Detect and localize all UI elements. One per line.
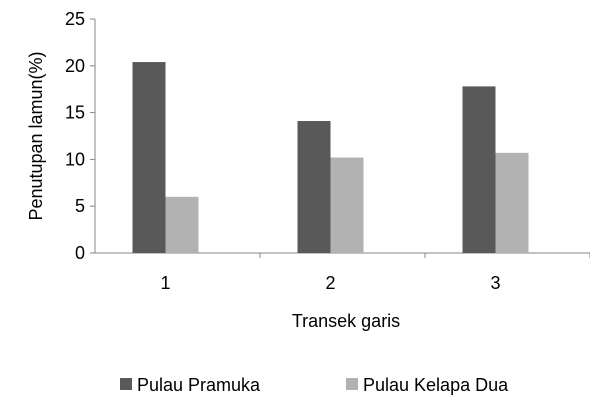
bar-pulau-pramuka — [462, 86, 496, 253]
bar-pulau-kelapa-dua — [165, 196, 199, 253]
legend-label: Pulau Pramuka — [137, 375, 261, 395]
y-tick-label: 5 — [75, 196, 85, 216]
y-tick-label: 15 — [65, 103, 85, 123]
y-tick-label: 25 — [65, 9, 85, 29]
x-tick-label: 2 — [325, 273, 335, 293]
legend-swatch — [346, 378, 358, 390]
y-tick-label: 10 — [65, 149, 85, 169]
y-tick-label: 20 — [65, 56, 85, 76]
x-axis-label: Transek garis — [292, 311, 400, 331]
x-tick-label: 3 — [490, 273, 500, 293]
legend: Pulau Pramuka Pulau Kelapa Dua — [120, 375, 509, 395]
legend-swatch — [120, 378, 132, 390]
y-tick-label: 0 — [75, 243, 85, 263]
bar-pulau-pramuka — [297, 121, 331, 253]
x-tick-label: 1 — [160, 273, 170, 293]
bar-pulau-pramuka — [132, 62, 166, 253]
y-axis-label: Penutupan lamun(%) — [26, 51, 46, 220]
bar-pulau-kelapa-dua — [330, 157, 364, 253]
legend-label: Pulau Kelapa Dua — [363, 375, 509, 395]
bar-pulau-kelapa-dua — [495, 152, 529, 253]
plot-area: 0 5 10 15 20 25 1 2 3 — [65, 9, 590, 293]
